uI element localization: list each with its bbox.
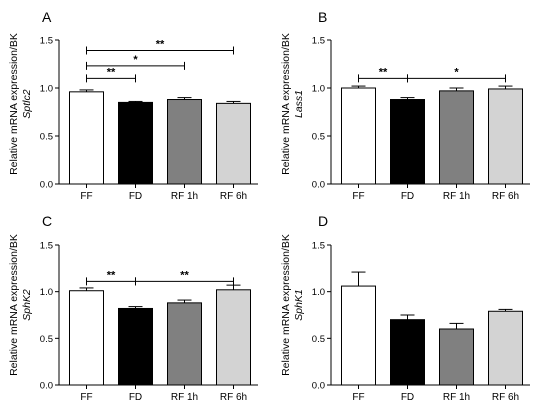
bar-ff <box>341 87 376 185</box>
bar-rf-6h <box>488 310 523 386</box>
significance-label: ** <box>180 269 189 281</box>
panel-d: D Relative mRNA expression/BK SphK1 0.00… <box>280 213 530 403</box>
bar-rf-6h <box>216 102 251 185</box>
bar-ff <box>69 91 104 185</box>
significance-label: * <box>133 54 138 66</box>
significance-label: * <box>454 66 459 78</box>
bar-fd <box>118 101 153 185</box>
significance-label: ** <box>156 39 165 51</box>
x-tick-label: RF 1h <box>171 392 198 403</box>
bar-rf-1h <box>439 90 474 185</box>
panel-a-plot: 0.00.51.01.5FF FD RF 1h RF 6h***** <box>40 36 258 202</box>
bar-rf-6h <box>488 88 523 185</box>
bar-fd <box>390 319 425 386</box>
panel-a-ylabel-line1: Relative mRNA expression/BK <box>8 33 20 175</box>
panel-c-plot: 0.0 0.5 1.0 1.5 FF FD RF 1h RF 6h ** ** <box>40 241 258 403</box>
panel-d-ylabel: Relative mRNA expression/BK <box>280 234 292 376</box>
y-tick-label: 0.5 <box>40 132 53 143</box>
x-tick-label: FD <box>129 191 142 202</box>
y-tick-label: 0.5 <box>312 132 325 143</box>
y-tick-label: 0.0 <box>312 180 325 191</box>
y-tick-label: 1.5 <box>312 241 325 252</box>
panel-a: A Relative mRNA expression/BK Sptlc2 0.0… <box>8 9 258 202</box>
panel-b-plot: 0.00.51.01.5FF FD RF 1h RF 6h** * <box>312 36 530 202</box>
y-tick-label: 0.0 <box>40 180 53 191</box>
y-tick-label: 0.0 <box>40 381 53 392</box>
panel-a-ylabel: Relative mRNA expression/BK <box>8 33 20 175</box>
y-tick-label: 1.5 <box>40 241 53 252</box>
y-tick-label: 0.0 <box>312 381 325 392</box>
x-tick-label: RF 1h <box>171 191 198 202</box>
x-tick-label: RF 6h <box>220 191 247 202</box>
significance-label: ** <box>379 66 388 78</box>
y-tick-label: 1.0 <box>312 84 325 95</box>
x-tick-label: RF 6h <box>492 392 519 403</box>
significance-label: ** <box>107 269 116 281</box>
panel-d-gene-label: SphK1 <box>293 289 305 321</box>
panel-a-gene-label: Sptlc2 <box>21 89 33 118</box>
y-tick-label: 1.0 <box>312 287 325 298</box>
y-tick-label: 1.5 <box>312 36 325 47</box>
x-tick-label: FD <box>401 392 414 403</box>
y-tick-label: 1.5 <box>40 36 53 47</box>
x-tick-label: RF 1h <box>443 191 470 202</box>
x-tick-label: FD <box>401 191 414 202</box>
panel-d-plot: 0.0 0.5 1.0 1.5 FF FD RF 1h RF 6h <box>312 241 530 403</box>
bar-rf-1h <box>167 302 202 386</box>
bar-ff <box>341 285 376 386</box>
significance-label: ** <box>107 66 116 78</box>
panel-b-gene-label: Lass1 <box>293 90 305 118</box>
y-tick-label: 0.5 <box>312 334 325 345</box>
x-tick-label: FF <box>352 191 364 202</box>
y-tick-label: 1.0 <box>40 287 53 298</box>
y-tick-label: 0.5 <box>40 334 53 345</box>
panel-letter-b: B <box>318 9 327 25</box>
x-tick-label: FF <box>352 392 364 403</box>
x-tick-label: FF <box>80 392 92 403</box>
bar-ff <box>69 290 104 386</box>
bar-fd <box>118 307 153 386</box>
panel-c: C Relative mRNA expression/BK SphK2 0.00… <box>8 213 258 403</box>
panel-c-gene-label: SphK2 <box>21 289 33 321</box>
panel-b-ylabel: Relative mRNA expression/BK <box>280 33 292 175</box>
x-tick-label: FD <box>129 392 142 403</box>
x-tick-label: FF <box>80 191 92 202</box>
bar-fd <box>390 99 425 185</box>
panel-letter-c: C <box>42 213 52 229</box>
y-tick-label: 1.0 <box>40 84 53 95</box>
panel-c-ylabel: Relative mRNA expression/BK <box>8 234 20 376</box>
bar-rf-6h <box>216 289 251 386</box>
panel-letter-d: D <box>318 213 328 229</box>
x-tick-label: RF 6h <box>492 191 519 202</box>
x-tick-label: RF 6h <box>220 392 247 403</box>
panel-letter-a: A <box>42 9 52 25</box>
bar-rf-1h <box>167 99 202 185</box>
panel-b: B Relative mRNA expression/BK Lass1 0.0 0… <box>280 9 530 202</box>
bar-rf-1h <box>439 328 474 386</box>
x-tick-label: RF 1h <box>443 392 470 403</box>
